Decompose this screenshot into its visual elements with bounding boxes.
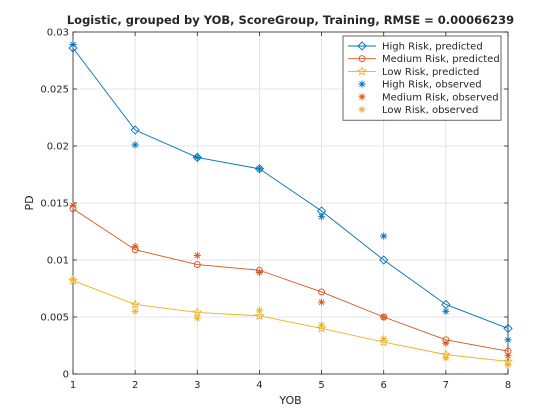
data-point: [192, 307, 203, 317]
x-tick-label: 4: [256, 380, 262, 391]
data-point: [131, 141, 139, 149]
y-tick-label: 0: [63, 370, 69, 381]
chart-title: Logistic, grouped by YOB, ScoreGroup, Tr…: [67, 13, 514, 27]
legend-marker: [358, 105, 366, 114]
legend-label: Low Risk, observed: [382, 105, 478, 116]
data-point: [317, 298, 326, 306]
data-point: [193, 261, 201, 269]
x-tick-label: 6: [381, 380, 387, 391]
data-point: [254, 310, 265, 321]
data-point: [130, 299, 141, 309]
data-point: [379, 255, 389, 265]
data-point: [318, 288, 326, 296]
legend-label: High Risk, predicted: [382, 42, 483, 53]
legend-label: Medium Risk, predicted: [382, 54, 500, 65]
data-point: [442, 354, 450, 362]
data-point: [130, 125, 140, 135]
y-tick-label: 0.025: [40, 85, 69, 96]
data-point: [317, 321, 326, 329]
series-layer: [67, 40, 514, 369]
data-point: [131, 307, 139, 315]
legend-marker: [358, 93, 366, 101]
data-point: [255, 306, 264, 314]
data-point: [192, 152, 202, 163]
x-tick-label: 7: [443, 380, 449, 391]
legend-marker: [357, 41, 367, 51]
data-point: [131, 242, 139, 250]
data-point: [380, 335, 388, 343]
data-point: [255, 165, 264, 173]
series-high-risk-observed: [69, 40, 512, 344]
x-tick-label: 8: [505, 380, 511, 391]
axis-ticks: 1 2 3 4 5 6 7 8 0 0.005 0.01 0.015 0.02 0.025 0.03: [40, 28, 511, 392]
x-tick-label: 2: [132, 380, 138, 391]
legend-label: Low Risk, predicted: [382, 67, 479, 78]
x-tick-label: 3: [194, 380, 200, 391]
data-point: [193, 251, 201, 260]
data-point: [254, 164, 265, 174]
series-low-risk-observed: [69, 275, 512, 369]
data-point: [69, 40, 77, 49]
y-tick-label: 0.02: [47, 142, 69, 153]
legend-item: Medium Risk, predicted: [348, 54, 500, 65]
data-point: [504, 361, 512, 369]
data-point: [442, 339, 450, 347]
legend-box: [342, 35, 502, 121]
data-point: [503, 323, 513, 334]
legend-marker: [356, 66, 368, 76]
y-tick-label: 0.005: [40, 313, 69, 324]
legend-marker: [358, 80, 366, 88]
data-point: [378, 336, 389, 347]
legend-label: Medium Risk, observed: [382, 92, 499, 103]
legend-marker: [358, 55, 366, 63]
legend-label: High Risk, observed: [382, 80, 482, 91]
series-line: [72, 47, 509, 329]
legend-item: Medium Risk, observed: [358, 92, 499, 103]
data-point: [380, 313, 388, 321]
y-tick-label: 0.01: [47, 256, 69, 267]
y-tick-label: 0.03: [47, 28, 69, 39]
data-point: [255, 268, 264, 277]
data-point: [193, 314, 201, 322]
y-tick-label: 0.015: [40, 199, 69, 210]
data-point: [69, 201, 77, 209]
x-tick-label: 1: [70, 380, 76, 391]
data-point: [442, 307, 450, 315]
data-point: [316, 323, 327, 333]
data-point: [193, 153, 201, 161]
x-axis-label: YOB: [278, 394, 301, 407]
series-line: [72, 208, 509, 352]
data-point: [317, 213, 326, 221]
series-medium-risk-observed: [69, 201, 512, 360]
series-line: [72, 280, 509, 362]
y-axis-label: PD: [23, 195, 36, 210]
legend-item: Low Risk, predicted: [348, 66, 479, 78]
data-point: [504, 352, 512, 360]
legend-item: High Risk, observed: [358, 80, 482, 91]
data-point: [504, 336, 512, 344]
legend-item: Low Risk, observed: [358, 105, 478, 116]
legend-item: High Risk, predicted: [348, 41, 483, 53]
data-point: [380, 232, 388, 240]
x-tick-label: 5: [318, 380, 324, 391]
data-point: [69, 275, 77, 283]
